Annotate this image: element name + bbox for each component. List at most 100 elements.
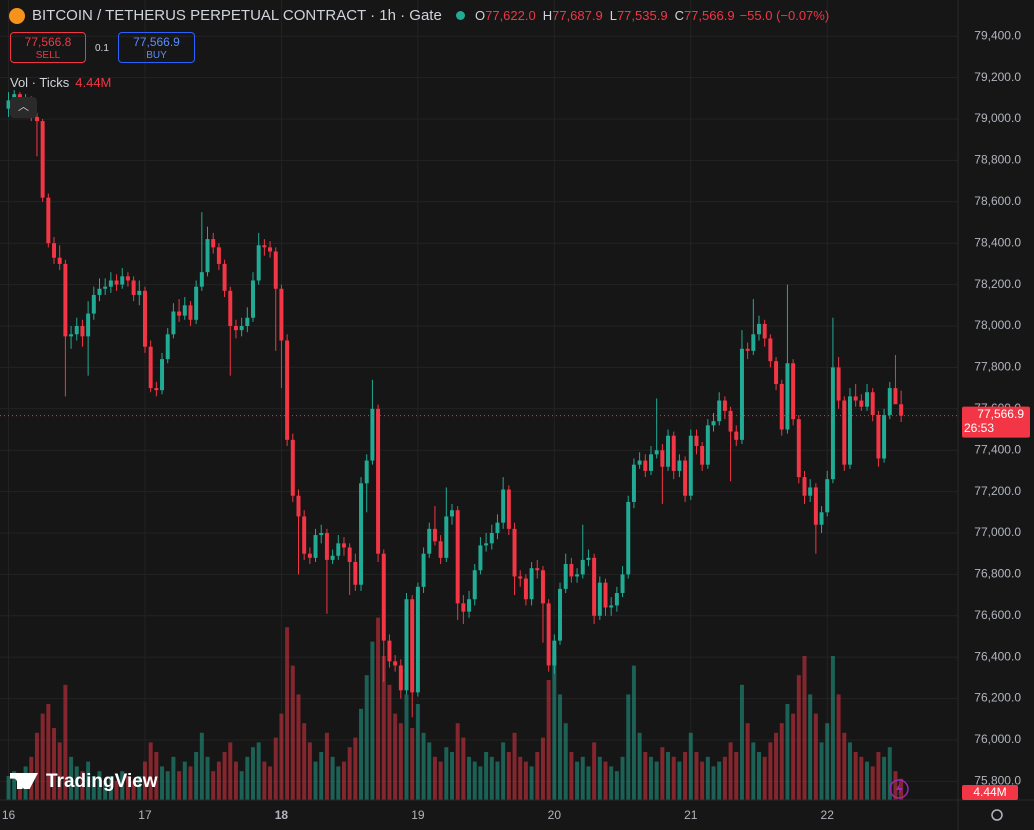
volume-bar <box>182 761 187 800</box>
alert-icon <box>889 779 909 799</box>
volume-bar <box>302 723 307 800</box>
candle-body <box>757 323 761 335</box>
volume-bar <box>722 756 727 800</box>
volume-bar <box>558 694 563 800</box>
volume-bar <box>546 680 551 800</box>
volume-bar <box>489 756 494 800</box>
volume-bar <box>148 742 153 800</box>
y-tick-label: 76,600.0 <box>974 608 1021 622</box>
volume-bar <box>63 684 68 800</box>
candle-body <box>774 361 779 384</box>
volume-bar <box>421 732 426 800</box>
ohlc-key: O <box>474 8 486 23</box>
y-tick-label: 79,400.0 <box>974 28 1021 42</box>
volume-tag <box>962 785 1018 800</box>
volume-bar <box>205 756 210 800</box>
candle-body <box>745 348 750 351</box>
candle-body <box>899 404 904 416</box>
candle-body <box>830 367 835 480</box>
candle-body <box>592 557 597 616</box>
volume-bar <box>802 656 807 800</box>
candle-body <box>188 305 193 320</box>
candle-body <box>677 460 682 471</box>
candle-body <box>194 286 199 320</box>
candle-body <box>415 586 420 693</box>
volume-bar <box>694 752 699 800</box>
candle-body <box>74 326 79 335</box>
buy-button[interactable]: 77,566.9 BUY <box>118 32 195 63</box>
volume-bar <box>819 742 824 800</box>
x-tick-label: 17 <box>138 808 152 822</box>
volume-bar <box>842 732 847 800</box>
candle-body <box>290 439 295 496</box>
volume-bar <box>688 732 693 800</box>
x-tick-label: 20 <box>548 808 562 822</box>
volume-bar <box>614 771 619 800</box>
candle-body <box>222 263 227 291</box>
candle-body <box>182 305 187 316</box>
candle-body <box>819 512 824 525</box>
volume-bar <box>711 766 716 800</box>
volume-bar <box>353 737 358 800</box>
candle-body <box>177 311 182 316</box>
candle-body <box>467 599 472 612</box>
volume-bar <box>239 771 244 800</box>
candle-body <box>142 290 147 347</box>
volume-bar <box>86 761 91 800</box>
volume-bar <box>97 771 102 800</box>
y-tick-label: 76,800.0 <box>974 567 1021 581</box>
candle-body <box>370 408 375 461</box>
settings-icon <box>991 809 1003 821</box>
collapse-button[interactable]: ︿ <box>10 97 37 118</box>
candle-body <box>279 288 284 341</box>
sell-price: 77,566.8 <box>24 35 72 49</box>
sell-button[interactable]: 77,566.8 SELL <box>10 32 86 63</box>
last-price-label: 77,566.9 <box>977 407 1024 421</box>
candle-body <box>125 276 130 281</box>
volume-tag-label: 4.44M <box>973 785 1006 799</box>
volume-bar <box>290 665 295 800</box>
volume-bar <box>57 742 62 800</box>
change: −55.0 (−0.07%) <box>739 8 830 23</box>
volume-bar <box>171 756 176 800</box>
volume-bar <box>467 756 472 800</box>
volume-bar <box>125 776 130 800</box>
volume-bar <box>222 752 227 800</box>
volume-bar <box>836 694 841 800</box>
candle-body <box>882 415 887 459</box>
buy-label: BUY <box>146 50 167 61</box>
volume-bar <box>370 641 375 800</box>
candle-body <box>319 532 324 536</box>
volume-bar <box>398 723 403 800</box>
branding: TradingView <box>10 771 158 793</box>
candle-body <box>91 294 96 314</box>
volume-bar <box>518 756 523 800</box>
volume-bar <box>597 756 602 800</box>
volume-bar <box>103 780 108 800</box>
candle-body <box>512 528 517 577</box>
candle-body <box>364 460 369 484</box>
buy-price: 77,566.9 <box>133 35 180 49</box>
candle-body <box>535 568 540 571</box>
volume-bar <box>319 752 324 800</box>
candle-body <box>586 557 591 560</box>
volume-bar <box>364 675 369 800</box>
candle-body <box>359 483 364 585</box>
quantity[interactable]: 0.1 <box>95 43 109 54</box>
candle-body <box>518 576 523 579</box>
candle-body <box>865 392 870 407</box>
candle-body <box>506 489 511 529</box>
candle-body <box>347 547 352 562</box>
candle-body <box>296 495 301 517</box>
volume-bar <box>791 713 796 800</box>
volume-bar <box>535 752 540 800</box>
volume-bar <box>609 766 614 800</box>
volume-bar <box>523 761 528 800</box>
candle-body <box>671 435 676 471</box>
volume-bar <box>336 766 341 800</box>
coin-icon <box>9 8 25 24</box>
candle-body <box>893 388 898 405</box>
y-tick-label: 79,000.0 <box>974 111 1021 125</box>
volume-bar <box>262 761 267 800</box>
